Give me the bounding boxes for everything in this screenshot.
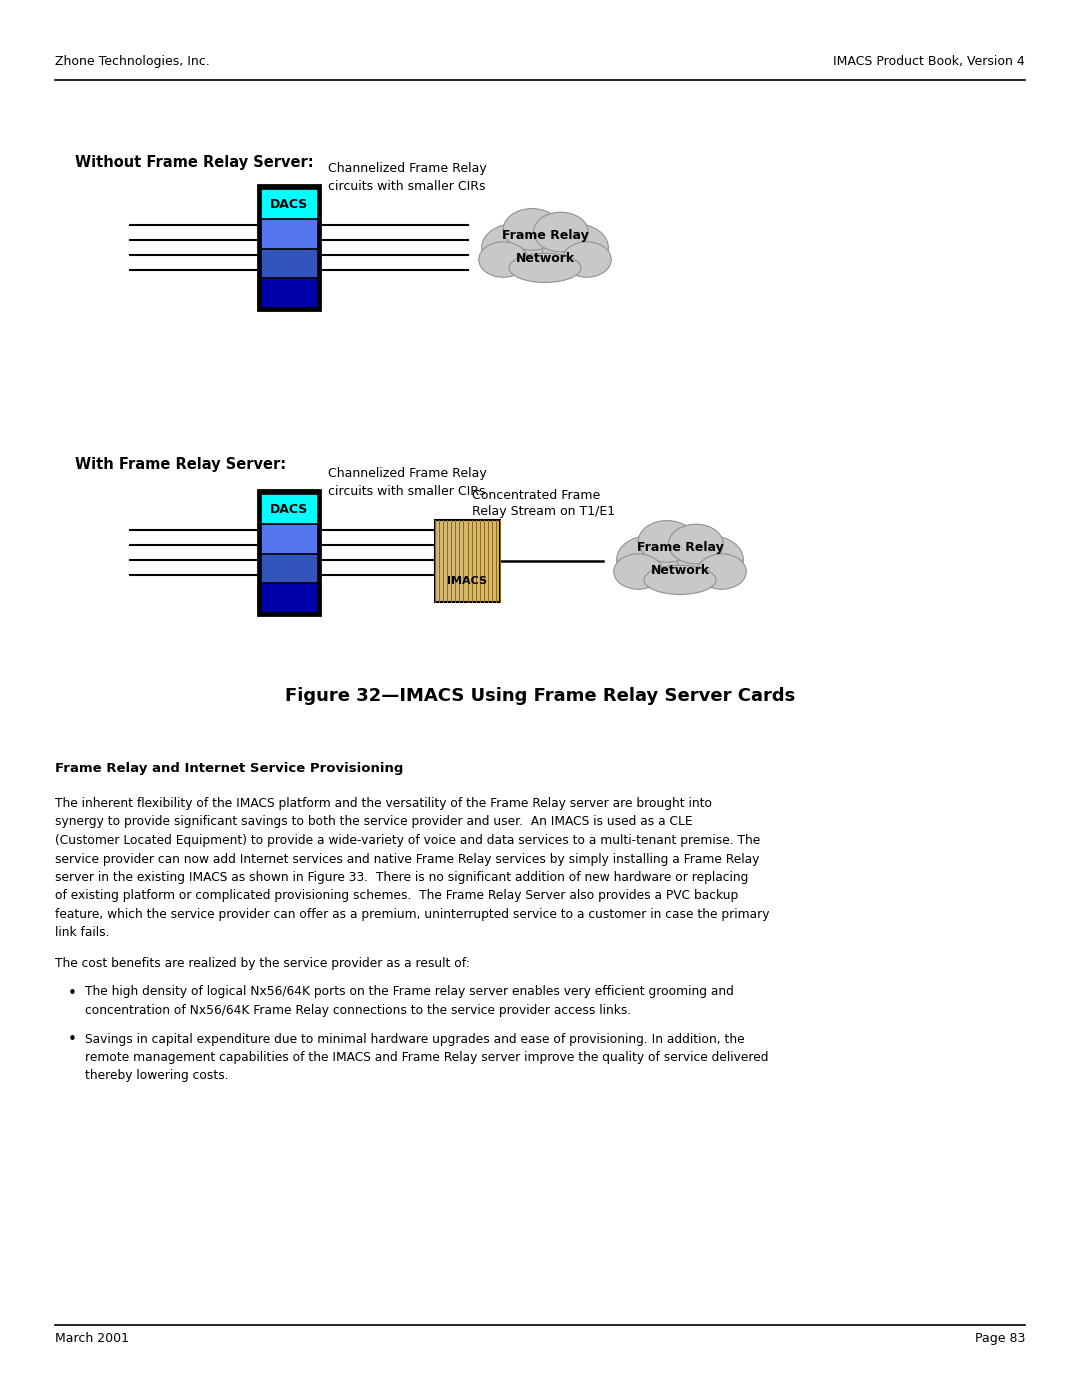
- Ellipse shape: [637, 525, 724, 588]
- Text: of existing platform or complicated provisioning schemes.  The Frame Relay Serve: of existing platform or complicated prov…: [55, 890, 739, 902]
- Ellipse shape: [502, 214, 589, 277]
- Text: Channelized Frame Relay: Channelized Frame Relay: [328, 467, 487, 481]
- Text: remote management capabilities of the IMACS and Frame Relay server improve the q: remote management capabilities of the IM…: [85, 1051, 769, 1065]
- Text: IMACS Product Book, Version 4: IMACS Product Book, Version 4: [834, 54, 1025, 68]
- Text: With Frame Relay Server:: With Frame Relay Server:: [75, 457, 286, 472]
- Text: March 2001: March 2001: [55, 1331, 129, 1345]
- Text: Concentrated Frame: Concentrated Frame: [473, 489, 600, 502]
- Text: Frame Relay: Frame Relay: [501, 229, 589, 242]
- Text: Zhone Technologies, Inc.: Zhone Technologies, Inc.: [55, 54, 210, 68]
- Text: DACS: DACS: [270, 503, 308, 515]
- Text: concentration of Nx56/64K Frame Relay connections to the service provider access: concentration of Nx56/64K Frame Relay co…: [85, 1004, 631, 1017]
- Bar: [258, 184, 320, 310]
- Ellipse shape: [478, 242, 528, 277]
- Text: circuits with smaller CIRs: circuits with smaller CIRs: [328, 180, 486, 193]
- Ellipse shape: [638, 521, 696, 562]
- Bar: [261, 278, 318, 307]
- Text: IMACS: IMACS: [447, 577, 487, 587]
- Text: server in the existing IMACS as shown in Figure 33.  There is no significant add: server in the existing IMACS as shown in…: [55, 870, 748, 884]
- Ellipse shape: [613, 553, 663, 590]
- Text: •: •: [68, 1032, 77, 1048]
- Text: Without Frame Relay Server:: Without Frame Relay Server:: [75, 155, 313, 170]
- Text: Relay Stream on T1/E1: Relay Stream on T1/E1: [473, 504, 616, 518]
- Bar: [261, 584, 318, 612]
- Bar: [261, 249, 318, 277]
- Text: Network: Network: [515, 253, 575, 265]
- Text: link fails.: link fails.: [55, 926, 109, 940]
- Ellipse shape: [563, 242, 611, 277]
- Text: Page 83: Page 83: [974, 1331, 1025, 1345]
- Text: Frame Relay: Frame Relay: [636, 541, 724, 553]
- Text: synergy to provide significant savings to both the service provider and user.  A: synergy to provide significant savings t…: [55, 816, 692, 828]
- Text: circuits with smaller CIRs: circuits with smaller CIRs: [328, 485, 486, 497]
- Text: The cost benefits are realized by the service provider as a result of:: The cost benefits are realized by the se…: [55, 957, 470, 970]
- Text: service provider can now add Internet services and native Frame Relay services b: service provider can now add Internet se…: [55, 852, 759, 866]
- Text: Channelized Frame Relay: Channelized Frame Relay: [328, 162, 487, 175]
- Text: The high density of logical Nx56/64K ports on the Frame relay server enables ver: The high density of logical Nx56/64K por…: [85, 985, 734, 999]
- Bar: [261, 495, 318, 522]
- Text: •: •: [68, 985, 77, 1000]
- Bar: [261, 553, 318, 583]
- Bar: [261, 524, 318, 552]
- Text: feature, which the service provider can offer as a premium, uninterrupted servic: feature, which the service provider can …: [55, 908, 769, 921]
- Text: DACS: DACS: [270, 198, 308, 211]
- Ellipse shape: [503, 208, 561, 250]
- Text: thereby lowering costs.: thereby lowering costs.: [85, 1070, 229, 1083]
- Bar: [261, 189, 318, 218]
- Bar: [261, 219, 318, 247]
- Bar: [435, 520, 500, 602]
- Text: Figure 32—IMACS Using Frame Relay Server Cards: Figure 32—IMACS Using Frame Relay Server…: [285, 687, 795, 705]
- Ellipse shape: [482, 224, 548, 271]
- Text: Savings in capital expenditure due to minimal hardware upgrades and ease of prov: Savings in capital expenditure due to mi…: [85, 1032, 744, 1045]
- Ellipse shape: [542, 224, 608, 271]
- Ellipse shape: [698, 553, 746, 590]
- Ellipse shape: [617, 535, 683, 584]
- Ellipse shape: [669, 524, 724, 564]
- Ellipse shape: [677, 535, 743, 584]
- Bar: [258, 490, 320, 615]
- Text: The inherent flexibility of the IMACS platform and the versatility of the Frame : The inherent flexibility of the IMACS pl…: [55, 798, 712, 810]
- Text: Frame Relay and Internet Service Provisioning: Frame Relay and Internet Service Provisi…: [55, 761, 403, 775]
- Ellipse shape: [534, 212, 589, 251]
- Ellipse shape: [509, 253, 581, 282]
- Text: Network: Network: [650, 564, 710, 577]
- Ellipse shape: [644, 566, 716, 595]
- Text: (Customer Located Equipment) to provide a wide-variety of voice and data service: (Customer Located Equipment) to provide …: [55, 834, 760, 847]
